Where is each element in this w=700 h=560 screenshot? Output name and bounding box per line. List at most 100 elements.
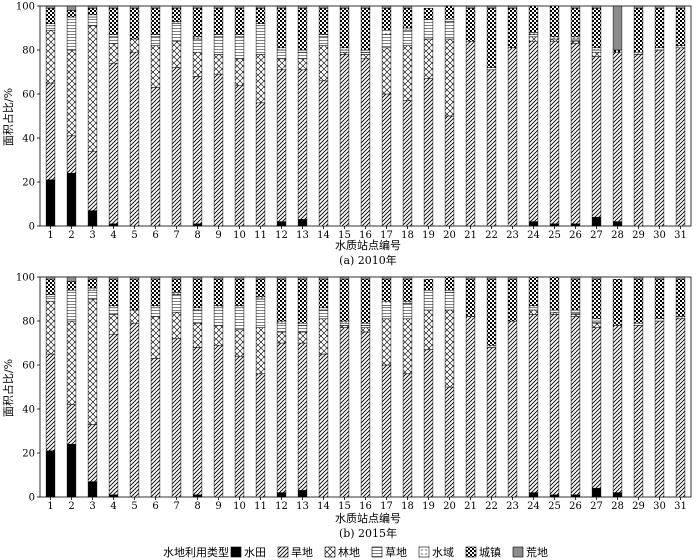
bar-segment-grassland [276,322,287,333]
bar-segment-forest [192,51,203,77]
bar-segment-dryland [675,47,686,227]
x-tick-label: 18 [401,230,414,241]
bar-segment-dryland [675,318,686,498]
bar-segment-dryland [486,347,497,498]
bar-segment-paddy [276,492,287,498]
bar-segment-water [381,300,392,306]
bar-segment-paddy [108,494,119,498]
bar-segment-water [633,51,644,55]
x-tick-label: 11 [254,230,267,241]
bar-segment-grassland [45,296,56,302]
x-tick-label: 7 [173,230,179,241]
bar-segment-forest [87,298,98,425]
bar-segment-town [45,7,56,24]
bar-segment-town [528,276,539,306]
bar-segment-grassland [591,49,602,53]
bar-segment-forest [213,325,224,346]
bar-segment-dryland [591,327,602,489]
bar-segment-paddy [297,490,308,498]
bar-segment-dryland [87,424,98,482]
x-tick-label: 1 [47,230,53,241]
bar-segment-grassland [570,38,581,42]
bar-segment-town [549,276,560,311]
legend-swatch-grassland [371,546,383,558]
bar-segment-water [591,47,602,51]
legend-swatch-town [465,546,477,558]
x-tick-label: 15 [338,501,351,512]
bar-segment-barren [66,276,77,282]
x-tick-label: 14 [317,230,330,241]
x-tick-label: 13 [296,501,309,512]
bar-segment-paddy [549,223,560,227]
bar-segment-dryland [318,353,329,498]
bar-segment-water [402,300,413,304]
bar-segment-water [171,292,182,295]
bar-segment-barren [675,5,686,9]
bar-segment-forest [360,327,371,333]
x-tick-label: 9 [215,501,221,512]
bar-segment-forest [570,314,581,317]
bar-segment-water [444,289,455,293]
bar-segment-town [444,276,455,291]
bar-segment-barren [486,276,497,280]
bar-segment-grassland [297,325,308,333]
bar-segment-town [360,7,371,51]
legend-label-town: 城镇 [479,545,501,559]
bar-segment-forest [297,331,308,344]
bar-segment-barren [402,276,413,280]
x-tick-label: 23 [506,230,519,241]
y-tick-label: 100 [16,2,35,13]
x-tick-label: 29 [632,230,645,241]
bar-segment-dryland [402,373,413,498]
bar-segment-barren [129,5,140,9]
bar-segment-barren [171,276,182,280]
bar-segment-town [129,7,140,40]
x-tick-label: 24 [527,501,540,512]
bar-segment-water [654,47,665,51]
bar-segment-town [339,278,350,322]
bar-segment-water [528,32,539,35]
bar-segment-water [675,45,686,49]
bar-segment-barren [150,276,161,280]
bar-segment-water [45,294,56,298]
bar-segment-forest [591,322,602,328]
bar-segment-barren [381,276,392,280]
bar-segment-dryland [444,386,455,498]
bar-segment-forest [150,316,161,359]
legend-items: 水田 旱地 林地 草地 水域 城镇 荒地 [230,545,548,559]
bar-segment-town [675,278,686,317]
bar-segment-barren [234,276,245,280]
bar-segment-town [570,7,581,38]
bar-segment-dryland [255,373,266,498]
bar-segment-forest [423,38,434,79]
bar-segment-town [234,278,245,306]
bar-segment-water [297,322,308,326]
bar-segment-barren [612,5,623,51]
bar-segment-dryland [465,40,476,227]
bar-segment-barren [570,276,581,280]
bar-segment-town [213,7,224,35]
bar-segment-water [570,309,581,313]
bar-segment-water [87,14,98,18]
bar-segment-forest [213,54,224,75]
x-tick-label: 31 [674,501,687,512]
bar-segment-dryland [570,316,581,496]
x-tick-label: 2 [68,230,74,241]
y-tick-label: 60 [22,90,35,101]
bar-segment-town [570,278,581,311]
x-tick-label: 18 [401,501,414,512]
legend: 水地利用类型 水田 旱地 林地 草地 水域 城镇 荒地 [163,545,548,559]
bar-segment-grassland [255,25,266,55]
legend-label-barren: 荒地 [526,546,548,559]
bar-segment-forest [66,49,77,137]
x-tick-label: 6 [152,230,158,241]
bar-segment-barren [213,276,224,280]
bar-segment-dryland [591,56,602,218]
bar-segment-barren [675,276,686,280]
bar-segment-grassland [339,49,350,53]
y-axis-label-2010: 面积占比/% [1,88,15,146]
bar-segment-dryland [360,331,371,498]
bar-segment-grassland [339,322,350,326]
